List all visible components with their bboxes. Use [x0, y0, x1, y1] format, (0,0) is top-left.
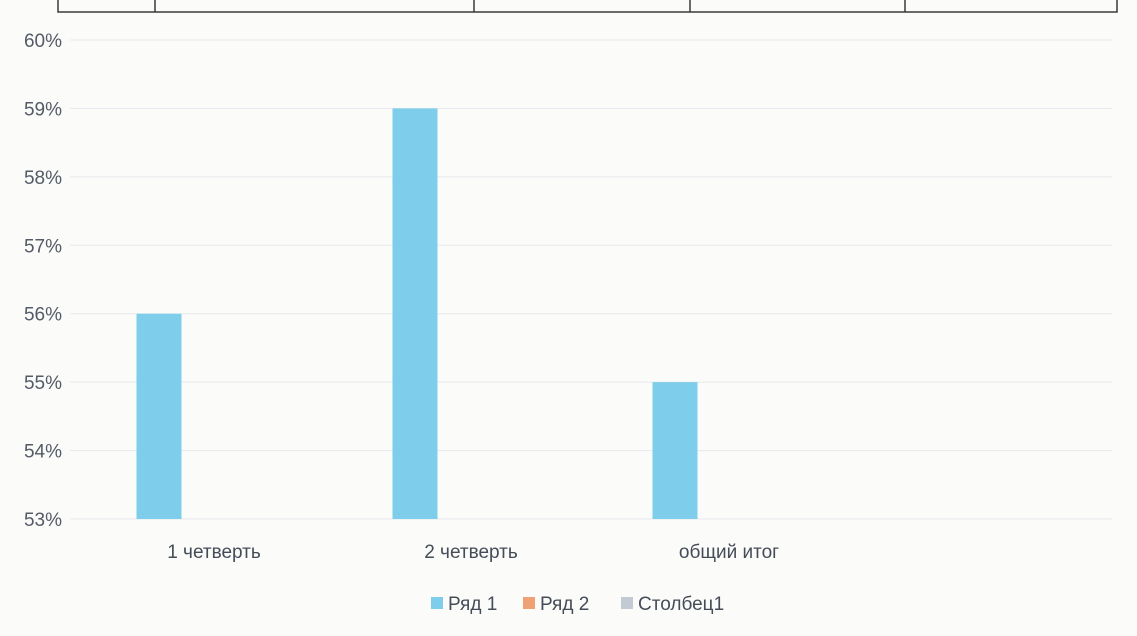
y-tick-label: 58% [24, 168, 62, 189]
legend: Ряд 1 Ряд 2 Столбец1 [431, 594, 724, 615]
x-axis: 1 четверть 2 четверть общий итог [167, 542, 779, 563]
bar-2 [392, 108, 438, 519]
bar-1 [136, 313, 182, 519]
bar-3 [652, 382, 698, 519]
gridlines [70, 39, 1112, 520]
x-category-label: общий итог [679, 542, 779, 563]
y-tick-label: 59% [24, 99, 62, 120]
legend-label: Ряд 2 [540, 594, 589, 615]
bars [136, 108, 698, 519]
legend-label: Столбец1 [638, 594, 724, 615]
y-axis: 53% 54% 55% 56% 57% 58% 59% 60% [24, 31, 62, 531]
legend-swatch [523, 597, 535, 609]
legend-swatch [431, 597, 443, 609]
y-tick-label: 56% [24, 305, 62, 326]
y-tick-label: 60% [24, 31, 62, 52]
x-category-label: 2 четверть [424, 542, 518, 563]
x-category-label: 1 четверть [167, 542, 261, 563]
y-tick-label: 54% [24, 442, 62, 463]
y-tick-label: 55% [24, 373, 62, 394]
legend-label: Ряд 1 [448, 594, 497, 615]
table-fragment [57, 0, 1118, 13]
legend-swatch [621, 597, 633, 609]
y-tick-label: 57% [24, 236, 62, 257]
y-tick-label: 53% [24, 510, 62, 531]
